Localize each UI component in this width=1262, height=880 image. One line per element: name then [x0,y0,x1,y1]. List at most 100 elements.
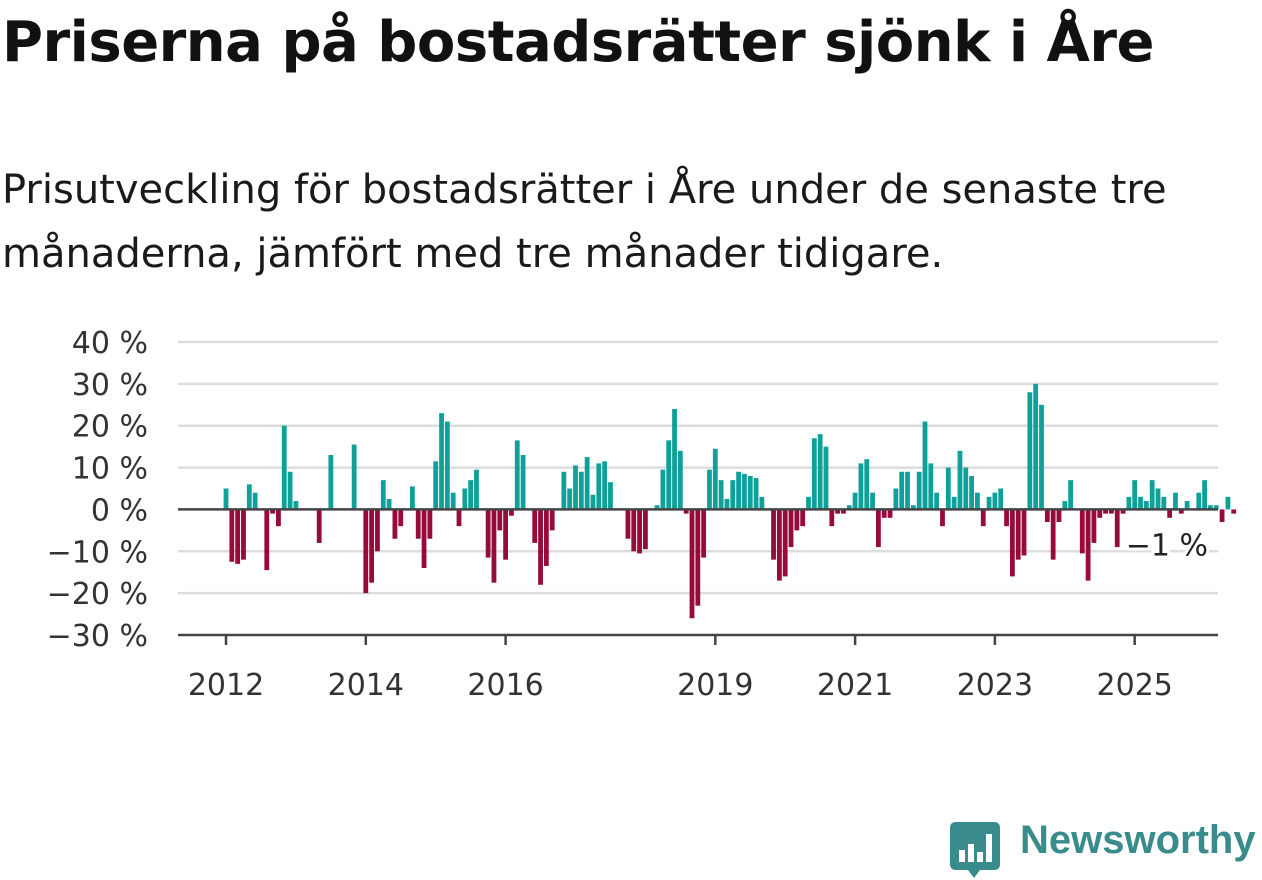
bar [625,509,631,539]
bar [410,486,415,510]
x-tick-label: 2012 [188,668,264,700]
bar [328,455,334,510]
bar [281,425,287,510]
bar [375,509,380,552]
bar [293,501,299,510]
bar [887,509,893,518]
bar [503,509,508,560]
bar [910,505,916,510]
bar [835,509,841,514]
bar [1155,488,1161,510]
bar [491,509,497,583]
bar [631,509,637,552]
x-tick-label: 2025 [1097,668,1173,700]
bar [637,509,642,554]
bar [951,496,957,510]
bar [846,505,852,510]
bar [223,488,229,510]
bar [858,463,864,510]
bar [654,505,660,510]
bar [1015,509,1021,560]
bar [695,509,701,606]
bar [945,467,951,510]
x-tick-label: 2016 [467,668,543,700]
bar [1178,509,1184,514]
bar [392,509,398,539]
bar [963,467,969,510]
bar [532,509,538,543]
bar [456,509,462,527]
bar [957,450,963,510]
bar [316,509,322,543]
bar [608,482,613,510]
bar [520,455,526,510]
y-tick-label: 10 % [72,452,148,487]
bar [776,509,782,581]
bar [415,509,421,539]
bar [718,480,724,510]
bar [730,480,736,510]
bar [870,492,875,510]
bar [1213,505,1219,510]
bar [276,509,281,527]
bar [742,473,747,510]
bar [1132,480,1138,510]
bar [1021,509,1027,556]
bar [1173,492,1178,510]
bar [264,509,270,571]
bar [759,496,765,510]
annotations: −1 % [1123,526,1211,567]
bar [561,471,567,510]
bar [1033,383,1039,510]
bar-chart: 40 %30 %20 %10 %0 %−10 %−20 %−30 % 2012 2… [47,326,1237,700]
bar [270,509,275,514]
bar [841,509,846,514]
bar [788,509,794,548]
bar [986,496,992,510]
y-tick-label: 30 % [72,368,148,403]
y-tick-label: 20 % [72,410,148,445]
bar [1126,496,1132,510]
y-tick-label: −10 % [47,535,148,570]
bar [1103,509,1108,514]
bar [439,413,444,510]
bar [899,471,905,510]
bar [567,488,573,510]
x-tick-label: 2014 [328,668,404,700]
bar [1143,501,1149,510]
bar [683,509,689,514]
bar [782,509,788,577]
bar [1225,496,1231,510]
bar [876,509,881,548]
bar [468,480,474,510]
bar [736,471,741,510]
bar [1044,509,1050,522]
bar [975,492,980,510]
bar [916,471,922,510]
bar [584,457,590,510]
chart-title: Priserna på bostadsrätter sjönk i Åre [2,10,1154,75]
bar [485,509,491,558]
x-axis-ticks: 2012 2014 2016 2019 2021 2023 2025 [188,635,1173,700]
bar [980,509,986,527]
bar [1091,509,1097,543]
bar [823,446,829,510]
bar [1056,509,1062,522]
bar [602,461,608,510]
bar [928,463,934,510]
bar [806,496,811,510]
annotation-label: −1 % [1126,529,1208,564]
bar [427,509,433,539]
bar [701,509,707,558]
bar [643,509,648,550]
bar [660,469,666,510]
bar [672,408,677,510]
newsworthy-logo-icon [950,822,1000,878]
bar [712,448,718,510]
bar [246,484,252,510]
chart-subtitle: Prisutveckling för bostadsrätter i Åre u… [2,167,1167,277]
bar [1050,509,1056,560]
bar [677,450,683,510]
bar [794,509,800,531]
bar [1085,509,1091,581]
